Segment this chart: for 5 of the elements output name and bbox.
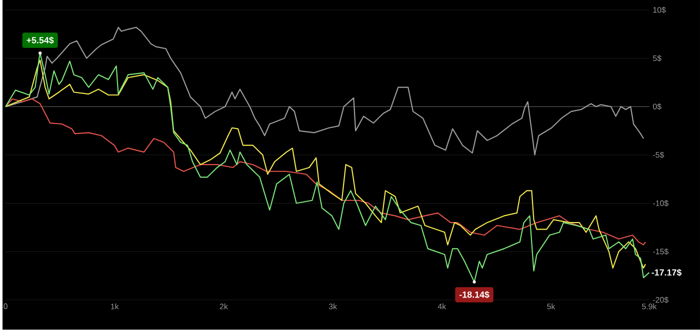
annotation: +5.54$ xyxy=(26,36,54,44)
annotation: -17.17$ xyxy=(652,269,682,276)
line-series xyxy=(4,98,646,246)
annotation: -18.14$ xyxy=(459,291,490,298)
line-series xyxy=(4,26,644,156)
